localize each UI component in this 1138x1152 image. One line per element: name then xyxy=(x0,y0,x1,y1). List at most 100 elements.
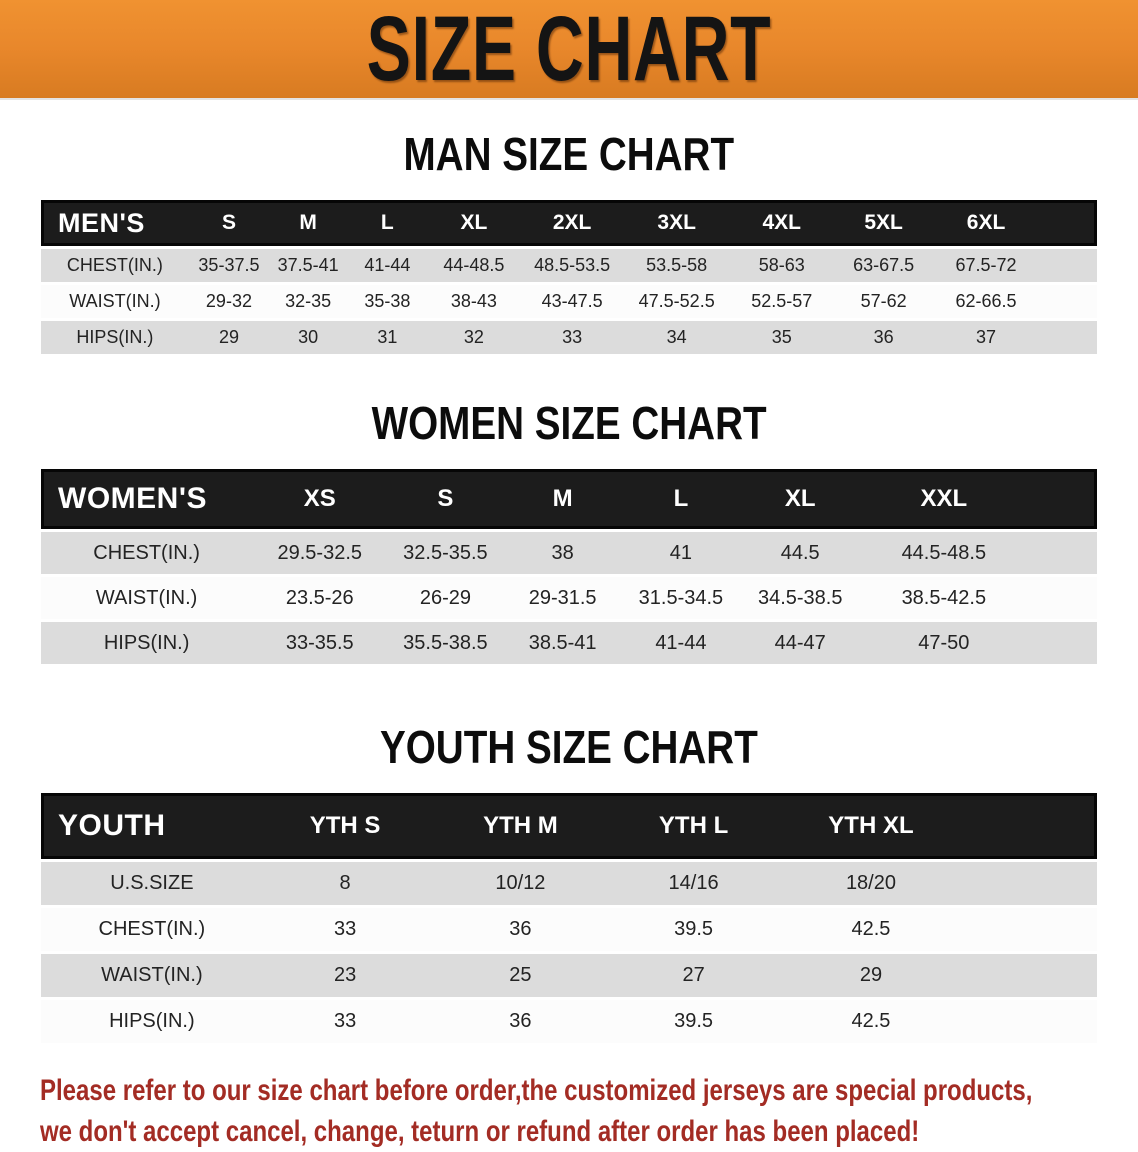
size-value-cell: 41 xyxy=(621,532,741,574)
row-label: WAIST(IN.) xyxy=(41,285,189,318)
size-column-header: M xyxy=(503,469,622,529)
size-column-header: XS xyxy=(252,469,388,529)
size-value-cell: 18/20 xyxy=(773,862,969,905)
size-value-cell: 31.5-34.5 xyxy=(621,577,741,619)
measurement-row: HIPS(IN.) 29 30 31 32 33 34 35 36 37 xyxy=(41,321,1097,354)
row-label: WAIST(IN.) xyxy=(41,954,263,997)
size-value-cell: 29.5-32.5 xyxy=(252,532,388,574)
size-value-cell: 38-43 xyxy=(427,285,521,318)
size-value-cell: 67.5-72 xyxy=(933,249,1039,282)
size-value-cell: 43-47.5 xyxy=(520,285,624,318)
men-size-table: MEN'S S M L XL 2XL 3XL 4XL 5XL 6XL CHEST(IN.) 35-3… xyxy=(41,197,1097,357)
size-value-cell: 37.5-41 xyxy=(269,249,348,282)
size-column-header: 3XL xyxy=(623,200,730,246)
row-filler xyxy=(1027,577,1097,619)
size-value-cell: 36 xyxy=(427,908,614,951)
size-header-row: MEN'S S M L XL 2XL 3XL 4XL 5XL 6XL xyxy=(41,200,1097,246)
measurement-row: U.S.SIZE 8 10/12 14/16 18/20 xyxy=(41,862,1097,905)
size-value-cell: 26-29 xyxy=(387,577,504,619)
size-value-cell: 57-62 xyxy=(834,285,934,318)
row-filler xyxy=(968,862,1097,905)
size-value-cell: 23 xyxy=(262,954,428,997)
size-value-cell: 41-44 xyxy=(621,622,741,664)
size-value-cell: 29 xyxy=(773,954,969,997)
man-section-title-wrap: MAN SIZE CHART xyxy=(0,128,1138,181)
size-value-cell: 14/16 xyxy=(613,862,774,905)
size-value-cell: 36 xyxy=(834,321,934,354)
size-column-header: L xyxy=(621,469,741,529)
row-filler xyxy=(1027,622,1097,664)
row-label: HIPS(IN.) xyxy=(41,622,253,664)
size-value-cell: 38.5-42.5 xyxy=(860,577,1028,619)
size-value-cell: 27 xyxy=(613,954,774,997)
row-filler xyxy=(1038,321,1097,354)
size-value-cell: 32-35 xyxy=(269,285,348,318)
row-filler xyxy=(1038,249,1097,282)
size-value-cell: 44.5-48.5 xyxy=(860,532,1028,574)
size-value-cell: 42.5 xyxy=(773,908,969,951)
size-column-header: YTH M xyxy=(427,793,614,859)
size-value-cell: 29-32 xyxy=(188,285,270,318)
measurement-row: HIPS(IN.) 33-35.5 35.5-38.5 38.5-41 41-44 44-… xyxy=(41,622,1097,664)
header-filler xyxy=(1027,469,1097,529)
size-column-header: YTH XL xyxy=(773,793,969,859)
size-value-cell: 63-67.5 xyxy=(834,249,934,282)
size-value-cell: 32 xyxy=(427,321,521,354)
size-column-header: M xyxy=(269,200,348,246)
row-label: HIPS(IN.) xyxy=(41,1000,263,1043)
row-filler xyxy=(968,908,1097,951)
size-value-cell: 35.5-38.5 xyxy=(387,622,504,664)
size-column-header: XL xyxy=(427,200,521,246)
size-value-cell: 39.5 xyxy=(613,1000,774,1043)
size-value-cell: 25 xyxy=(427,954,614,997)
row-filler xyxy=(968,954,1097,997)
size-value-cell: 62-66.5 xyxy=(933,285,1039,318)
disclaimer-note: Please refer to our size chart before or… xyxy=(40,1070,1138,1152)
women-section-title: WOMEN SIZE CHART xyxy=(371,397,767,449)
men-table-body: CHEST(IN.) 35-37.5 37.5-41 41-44 44-48.5 48.5… xyxy=(41,249,1097,354)
women-table-body: CHEST(IN.) 29.5-32.5 32.5-35.5 38 41 44.5 44.5… xyxy=(41,532,1097,664)
size-value-cell: 37 xyxy=(933,321,1039,354)
size-value-cell: 52.5-57 xyxy=(729,285,834,318)
banner-title: SIZE CHART xyxy=(366,0,772,100)
row-label: U.S.SIZE xyxy=(41,862,263,905)
header-filler xyxy=(1038,200,1097,246)
size-value-cell: 32.5-35.5 xyxy=(387,532,504,574)
size-value-cell: 38 xyxy=(503,532,622,574)
size-value-cell: 34.5-38.5 xyxy=(740,577,861,619)
measurement-row: WAIST(IN.) 29-32 32-35 35-38 38-43 43-47.5 47.… xyxy=(41,285,1097,318)
size-value-cell: 8 xyxy=(262,862,428,905)
size-value-cell: 47-50 xyxy=(860,622,1028,664)
size-column-header: 6XL xyxy=(933,200,1039,246)
size-value-cell: 33-35.5 xyxy=(252,622,388,664)
size-column-header: YTH S xyxy=(262,793,428,859)
size-column-header: S xyxy=(387,469,504,529)
measurement-row: WAIST(IN.) 23.5-26 26-29 29-31.5 31.5-34.5 34… xyxy=(41,577,1097,619)
size-value-cell: 33 xyxy=(520,321,624,354)
youth-table-body: U.S.SIZE 8 10/12 14/16 18/20 CHEST(IN.) 33 36 39… xyxy=(41,862,1097,1043)
size-value-cell: 53.5-58 xyxy=(623,249,730,282)
header-filler xyxy=(968,793,1097,859)
table-title-cell: WOMEN'S xyxy=(41,469,253,529)
measurement-row: WAIST(IN.) 23 25 27 29 xyxy=(41,954,1097,997)
size-value-cell: 35-38 xyxy=(347,285,428,318)
youth-section-title-wrap: YOUTH SIZE CHART xyxy=(0,721,1138,774)
size-column-header: YTH L xyxy=(613,793,774,859)
size-header-row: YOUTH YTH S YTH M YTH L YTH XL xyxy=(41,793,1097,859)
measurement-row: CHEST(IN.) 33 36 39.5 42.5 xyxy=(41,908,1097,951)
women-size-table: WOMEN'S XS S M L XL XXL CHEST(IN.) 29.5-32.5 32.… xyxy=(41,466,1097,667)
size-value-cell: 39.5 xyxy=(613,908,774,951)
size-column-header: L xyxy=(347,200,428,246)
row-filler xyxy=(968,1000,1097,1043)
size-column-header: S xyxy=(188,200,270,246)
size-column-header: 4XL xyxy=(729,200,834,246)
table-title-cell: YOUTH xyxy=(41,793,263,859)
size-value-cell: 33 xyxy=(262,1000,428,1043)
size-value-cell: 29-31.5 xyxy=(503,577,622,619)
size-value-cell: 35 xyxy=(729,321,834,354)
size-value-cell: 44-47 xyxy=(740,622,861,664)
size-value-cell: 10/12 xyxy=(427,862,614,905)
row-label: HIPS(IN.) xyxy=(41,321,189,354)
row-label: CHEST(IN.) xyxy=(41,249,189,282)
youth-size-table: YOUTH YTH S YTH M YTH L YTH XL U.S.SIZE 8 10/1… xyxy=(41,790,1097,1046)
